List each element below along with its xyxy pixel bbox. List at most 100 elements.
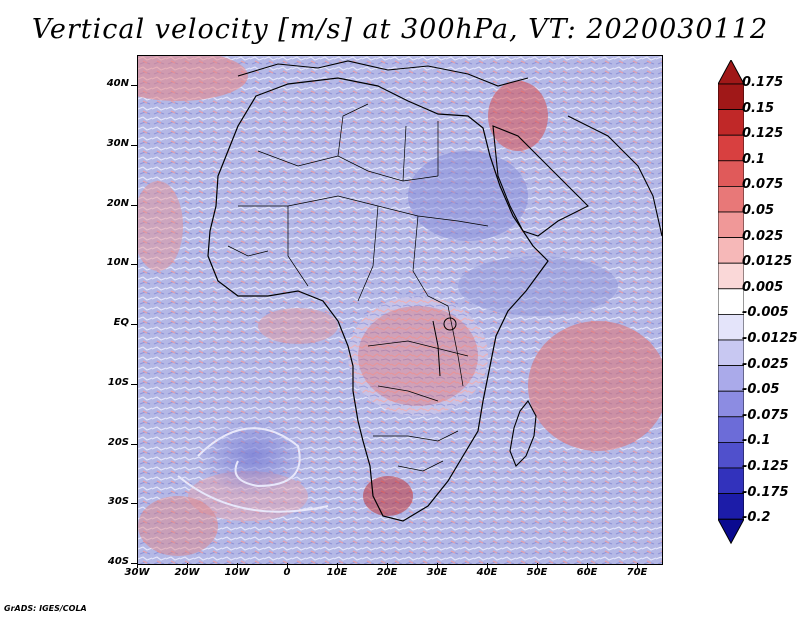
upwelling-zone [138, 496, 218, 556]
colorbar-segment [718, 467, 744, 495]
colorbar-level-label: 0.1 [742, 151, 766, 167]
lat-tick-label: 40S [107, 556, 129, 567]
colorbar-segment [718, 83, 744, 111]
upwelling-zone [488, 81, 548, 151]
colorbar-segment [718, 339, 744, 367]
arabia-coastline [492, 125, 589, 237]
colorbar-level-label: -0.005 [742, 305, 789, 321]
footer-credit: GrADS: IGES/COLA [4, 604, 87, 613]
lon-tick-mark [537, 563, 538, 568]
colorbar-segment [718, 288, 744, 315]
colorbar-level-label: 0.005 [742, 279, 784, 295]
lon-tick-mark [237, 563, 238, 568]
lon-tick-label: 20W [174, 567, 200, 578]
colorbar-segment [718, 416, 744, 443]
madagascar-outline [509, 400, 537, 467]
great-rift-lakes [432, 320, 441, 377]
country-borders [227, 103, 489, 472]
colorbar-level-label: -0.125 [742, 459, 789, 474]
africa-coastline [207, 77, 549, 522]
lat-tick-label: 20S [107, 436, 129, 448]
colorbar-min-arrow [718, 518, 744, 545]
lat-tick-mark [131, 563, 137, 564]
colorbar-segment [718, 493, 744, 520]
lat-tick-mark [131, 324, 137, 325]
colorbar-level-label: 0.0125 [742, 254, 793, 270]
lat-tick-mark [131, 204, 137, 206]
lon-tick-mark [287, 563, 288, 568]
velocity-map [138, 56, 662, 564]
colorbar-level-label: 0.075 [742, 177, 784, 193]
colorbar-level-label: -0.175 [742, 484, 789, 500]
colorbar-level-label: 0.15 [742, 100, 775, 116]
lon-tick-label: 70E [626, 567, 648, 578]
colorbar-segment [718, 237, 744, 264]
lon-tick-label: 10W [224, 567, 250, 578]
upwelling-zone [358, 306, 478, 406]
map-title: Vertical velocity [m/s] at 300hPa, VT: 2… [31, 14, 769, 45]
lon-tick-label: 40E [476, 567, 498, 578]
colorbar-segment [718, 365, 744, 392]
lat-tick-mark [131, 144, 137, 146]
colorbar-level-label: -0.0125 [742, 331, 798, 346]
lon-tick-mark [387, 563, 388, 568]
colorbar-level-label: -0.075 [742, 407, 789, 423]
colorbar-level-label: -0.2 [742, 510, 771, 526]
cyclone-swirl [197, 427, 301, 488]
lat-tick-mark [131, 85, 137, 86]
colorbar-segment [718, 313, 744, 341]
lat-tick-label: 30S [107, 496, 129, 508]
colorbar-max-arrow [718, 60, 744, 85]
colorbar-level-label: 0.175 [742, 75, 784, 90]
lon-tick-mark [187, 563, 188, 568]
upwelling-zone [138, 56, 248, 101]
lon-tick-mark [337, 563, 338, 568]
lon-tick-label: 30W [124, 567, 150, 578]
colorbar-segment [718, 211, 744, 239]
colorbar [718, 60, 744, 545]
subsidence-zone [408, 151, 528, 241]
lon-tick-mark [487, 563, 488, 568]
upwelling-zone [138, 181, 183, 271]
lon-tick-mark [587, 563, 588, 568]
colorbar-level-label: -0.025 [742, 356, 789, 372]
colorbar-segment [718, 390, 744, 418]
lon-tick-label: 50E [526, 567, 548, 578]
colorbar-segment [718, 109, 744, 136]
lat-tick-label: 10S [107, 376, 129, 388]
upwelling-zone [348, 296, 488, 416]
lon-tick-mark [437, 563, 438, 568]
cyclone-swirl [177, 475, 329, 513]
lon-tick-label: 30E [426, 567, 448, 578]
colorbar-segment [718, 262, 744, 290]
lat-tick-label: 40N [106, 78, 129, 89]
lat-tick-label: 30N [106, 137, 129, 149]
lon-tick-label: 10E [326, 567, 348, 578]
upwelling-zone [528, 321, 662, 451]
colorbar-level-label: 0.05 [742, 203, 775, 218]
lon-tick-label: 20E [376, 567, 398, 578]
map-panel [137, 55, 663, 565]
colorbar-segment [718, 186, 744, 213]
lat-tick-mark [131, 443, 137, 445]
colorbar-segment [718, 134, 744, 162]
subsidence-zone [458, 256, 618, 316]
lon-tick-mark [137, 563, 138, 568]
lat-tick-mark [131, 264, 137, 266]
lat-tick-label: 10N [106, 257, 129, 269]
colorbar-level-label: 0.125 [742, 126, 784, 142]
colorbar-segment [718, 160, 744, 187]
lon-tick-mark [637, 563, 638, 568]
colorbar-segment [718, 441, 744, 469]
lon-tick-label: 0 [283, 567, 291, 578]
colorbar-level-label: 0.025 [742, 228, 784, 244]
upwelling-zone [258, 308, 338, 344]
lat-tick-mark [131, 383, 137, 385]
lake-victoria [443, 317, 457, 331]
upwelling-zone [363, 476, 413, 516]
colorbar-level-label: -0.1 [742, 433, 771, 449]
lat-tick-label: EQ [113, 317, 129, 328]
asia-coastline [567, 115, 662, 237]
europe-coastline [237, 60, 529, 87]
lat-tick-label: 20N [106, 197, 129, 209]
